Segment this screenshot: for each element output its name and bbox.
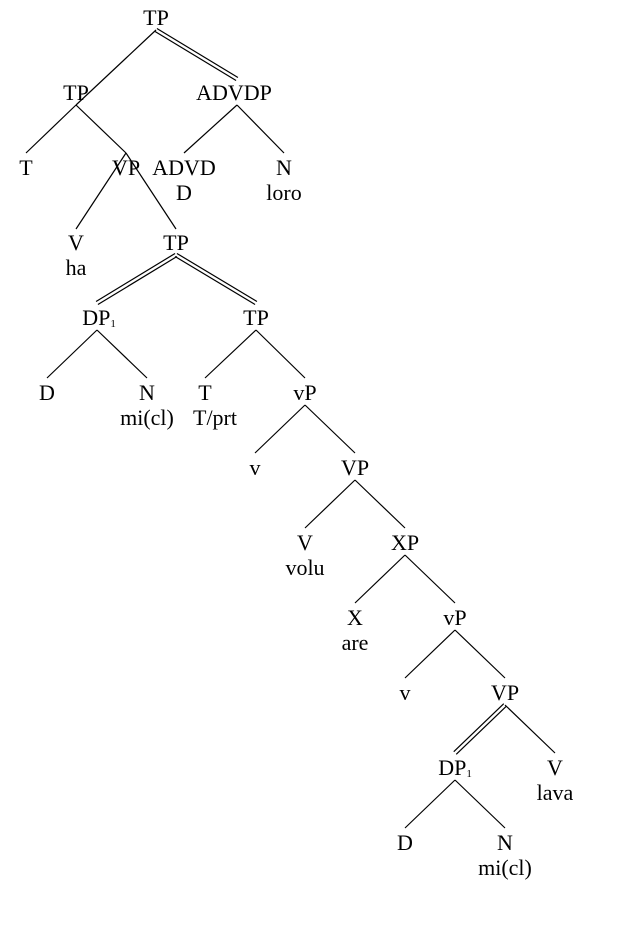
edge-n24-n27 [454,779,506,829]
edge-n23-n24 [453,703,505,753]
node-vp-upper: VP [111,155,141,180]
word-t-prt: T/prt [193,405,237,430]
edge-n5-n8 [75,152,127,230]
node-tp-lower: TP [243,305,269,330]
node-vp-small-1: vP [293,380,317,405]
node-vp-mid: VP [340,455,370,480]
edge-n10-n13 [96,329,148,379]
edge-n23-n25 [504,704,556,754]
edge-n9-n10-b [97,256,178,306]
edge-n21-n23 [454,629,506,679]
edge-n10-n12 [46,329,98,379]
word-micl-upper: mi(cl) [120,405,174,430]
edge-n11-n15 [255,329,306,379]
node-t: T [19,155,33,180]
edge-n3-n6 [183,104,238,154]
node-tp-root: TP [143,5,169,30]
node-d-upper: D [39,380,55,405]
node-vp-lower: VP [490,680,520,705]
edge-n15-n16 [254,404,306,454]
edge-n5-n9 [125,152,177,230]
node-n-loro: N [276,155,292,180]
node-advd: ADVD [152,155,216,180]
node-v-volu: V [297,530,313,555]
edge-n2-n4 [25,104,77,154]
node-tp-mid: TP [163,230,189,255]
word-are: are [341,630,369,655]
edge-n19-n21 [404,554,456,604]
node-vp-small-2: vP [443,605,467,630]
edge-n17-n19 [354,479,406,529]
node-advdp: ADVDP [196,80,272,105]
edge-n15-n17 [304,404,356,454]
node-x: X [347,605,363,630]
edge-n24-n26 [404,779,456,829]
edge-n2-n5 [75,104,127,154]
node-v-small-2: v [399,680,411,705]
node-v-lava: V [547,755,563,780]
edge-n1-n3 [154,31,237,82]
edge-n11-n15t [204,329,257,379]
word-lava: lava [536,780,574,805]
node-v-ha: V [68,230,84,255]
edge-n9-n10 [95,252,176,302]
edge-n23-n24-b [455,705,507,755]
node-dp1-lower: DP1 [438,755,472,781]
word-ha: ha [65,255,87,280]
edge-n3-n7 [236,104,285,154]
edge-n21-n22 [404,629,456,679]
node-t-lower: T [198,380,212,405]
node-n-upper: N [139,380,155,405]
node-xp: XP [390,530,420,555]
word-volu: volu [285,555,325,580]
word-micl-lower: mi(cl) [478,855,532,880]
word-loro: loro [266,180,302,205]
node-n-lower: N [497,830,513,855]
node-d-lower: D [397,830,413,855]
edge-n9-n11 [174,256,256,306]
edge-n9-n11-b [176,252,258,302]
edge-n19-n20 [354,554,406,604]
node-advd-word: D [176,180,192,205]
node-dp1-upper: DP1 [82,305,116,331]
edge-n1-n3-b [156,27,239,78]
edge-n1-n2 [75,29,157,106]
node-tp-left: TP [63,80,89,105]
edge-n17-n18 [304,479,356,529]
node-v-small-1: v [249,455,261,480]
